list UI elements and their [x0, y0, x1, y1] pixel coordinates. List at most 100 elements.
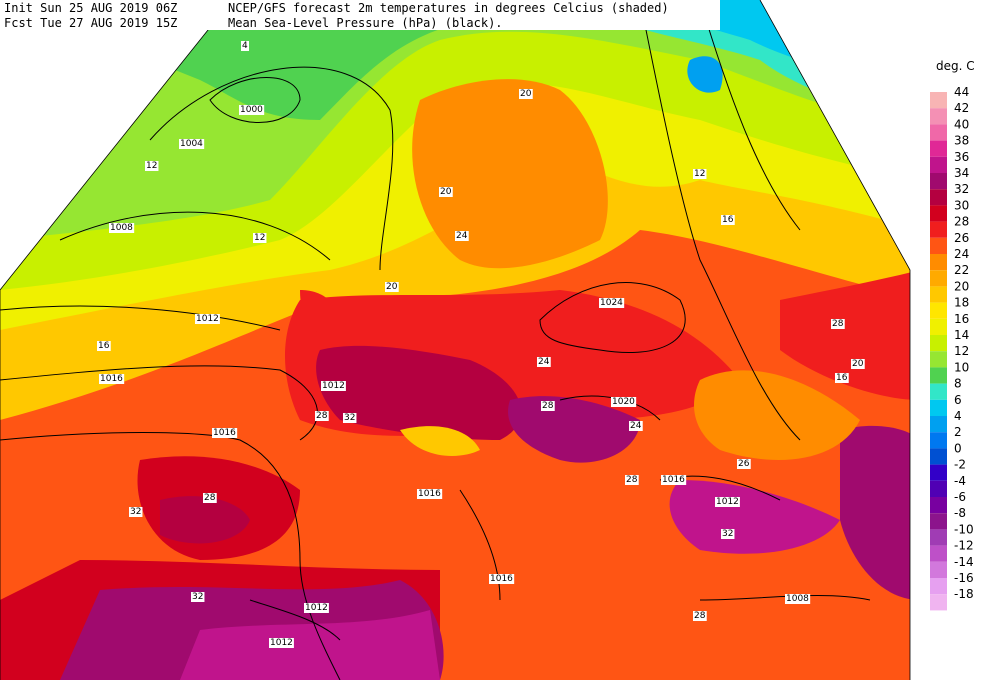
colorbar-swatch [930, 399, 947, 416]
colorbar-swatch [930, 448, 947, 465]
title-line: Mean Sea-Level Pressure (hPa) (black). [228, 16, 503, 30]
isobar-label: 1012 [270, 638, 293, 648]
colorbar-label: 32 [954, 182, 969, 196]
label-box [693, 611, 707, 621]
colorbar-swatch [930, 432, 947, 449]
colorbar-swatch [930, 286, 947, 303]
label-box [599, 298, 625, 308]
isobar-label: 1012 [196, 314, 219, 324]
label-box [417, 489, 443, 499]
colorbar-swatch [930, 270, 947, 287]
colorbar-label: 8 [954, 377, 962, 391]
colorbar-label: -16 [954, 571, 974, 585]
temp-label: 12 [254, 233, 265, 243]
colorbar-label: 38 [954, 134, 969, 148]
label-box [195, 314, 220, 324]
colorbar-label: -2 [954, 458, 966, 472]
colorbar-label: 34 [954, 166, 969, 180]
label-box [737, 459, 751, 469]
label-box [629, 421, 643, 431]
isobar-label: 1016 [490, 574, 513, 584]
label-box [145, 161, 159, 171]
label-box [721, 215, 735, 225]
colorbar-swatch [930, 140, 947, 157]
temp-label: 32 [344, 413, 355, 423]
colorbar-label: 28 [954, 215, 969, 229]
label-box [693, 169, 707, 179]
colorbar-label: 30 [954, 198, 969, 212]
label-box [203, 493, 217, 503]
label-box [99, 374, 125, 384]
colorbar-label: 18 [954, 296, 969, 310]
header-background [0, 0, 720, 30]
colorbar-swatch [930, 416, 947, 433]
temp-label: 20 [440, 187, 452, 197]
label-box [239, 105, 265, 115]
label-box [97, 341, 111, 351]
label-box [191, 592, 205, 602]
colorbar-swatch [930, 578, 947, 595]
colorbar-label: 36 [954, 150, 969, 164]
colorbar-swatch [930, 367, 947, 384]
colorbar-swatch [930, 173, 947, 190]
label-box [304, 603, 329, 613]
colorbar-label: 22 [954, 263, 969, 277]
map-frame [0, 0, 911, 680]
colorbar-label: 40 [954, 117, 969, 131]
temp-label: 32 [722, 529, 733, 539]
temp-label: 28 [694, 611, 706, 621]
isobars [0, 0, 871, 680]
init-time: Init Sun 25 AUG 2019 06Z [4, 1, 177, 15]
colorbar-label: 20 [954, 279, 969, 293]
colorbar-swatch [930, 351, 947, 368]
colorbar-swatch [930, 124, 947, 141]
temp-label: 16 [836, 373, 848, 383]
temp-label: 12 [694, 169, 705, 179]
colorbar-swatch [930, 254, 947, 271]
colorbar-label: -8 [954, 506, 966, 520]
isobar-label: 1016 [662, 475, 685, 485]
label-box [715, 497, 740, 507]
colorbar-swatch [930, 480, 947, 497]
label-box [785, 594, 811, 604]
colorbar-swatch [930, 237, 947, 254]
label-box [537, 357, 551, 367]
temp-label: 28 [204, 493, 216, 503]
label-box [241, 41, 249, 51]
isobar-label: 1012 [716, 497, 739, 507]
colorbar-label: 24 [954, 247, 969, 261]
label-box [831, 319, 845, 329]
colorbar-label: 12 [954, 344, 969, 358]
temp-label: 20 [852, 359, 864, 369]
temp-label: 24 [538, 357, 550, 367]
isobar-label: 1016 [418, 489, 441, 499]
temp-label: 4 [242, 41, 248, 51]
colorbar-swatch [930, 156, 947, 173]
label-box [519, 89, 533, 99]
colorbar-label: 42 [954, 101, 969, 115]
temp-label: 12 [146, 161, 157, 171]
colorbar-label: 0 [954, 441, 962, 455]
colorbar-swatch [930, 335, 947, 352]
colorbar-swatch [930, 464, 947, 481]
colorbar-label: -14 [954, 555, 974, 569]
isobar-label: 1016 [100, 374, 123, 384]
colorbar-swatch [930, 221, 947, 238]
forecast-time: Fcst Tue 27 AUG 2019 15Z [4, 16, 177, 30]
isobar-label: 1004 [180, 139, 203, 149]
temp-label: 28 [316, 411, 328, 421]
temp-label: 28 [542, 401, 554, 411]
title-line: NCEP/GFS forecast 2m temperatures in deg… [228, 1, 669, 15]
colorbar-label: 4 [954, 409, 962, 423]
temp-label: 28 [626, 475, 638, 485]
colorbar-swatch [930, 205, 947, 222]
colorbar-swatch [930, 561, 947, 578]
colorbar-swatch [930, 318, 947, 335]
label-box [109, 223, 135, 233]
isobar-label: 1000 [240, 105, 263, 115]
colorbar-swatch [930, 497, 947, 514]
colorbar-swatch [930, 529, 947, 546]
colorbar-label: 26 [954, 231, 969, 245]
temp-label: 24 [456, 231, 468, 241]
